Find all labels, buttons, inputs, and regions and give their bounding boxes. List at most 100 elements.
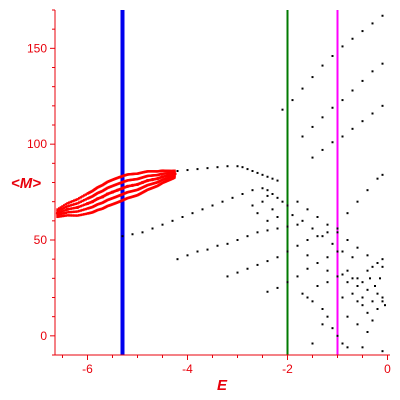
- scatter-point: [361, 304, 364, 307]
- band-point: [57, 213, 61, 216]
- scatter-point: [381, 265, 384, 268]
- band-point: [57, 211, 61, 214]
- scatter-point: [281, 200, 284, 203]
- scatter-point: [356, 323, 359, 326]
- band-point: [61, 214, 64, 218]
- band-point: [71, 210, 74, 214]
- scatter-point: [201, 208, 204, 211]
- scatter-point: [191, 212, 194, 215]
- scatter-point: [316, 262, 319, 264]
- scatter-point: [341, 99, 344, 102]
- scatter-point: [361, 30, 364, 33]
- scatter-point: [336, 275, 339, 278]
- band-point: [173, 172, 177, 176]
- scatter-point: [351, 89, 354, 92]
- scatter-point: [226, 165, 229, 168]
- scatter-point: [171, 219, 174, 222]
- scatter-point: [369, 277, 371, 280]
- band-point: [76, 210, 79, 213]
- band-point: [84, 207, 88, 211]
- scatter-point: [246, 267, 249, 270]
- band-point: [74, 206, 78, 209]
- scatter-point: [311, 300, 314, 303]
- scatter-point: [161, 223, 164, 226]
- scatter-point: [251, 189, 254, 192]
- scatter-point: [376, 177, 379, 180]
- band-point: [81, 208, 84, 212]
- scatter-point: [271, 208, 274, 211]
- scatter-point: [336, 334, 339, 337]
- scatter-point: [346, 212, 349, 215]
- scatter-point: [121, 235, 124, 238]
- scatter-point: [321, 116, 324, 119]
- scatter-point: [206, 167, 209, 170]
- scatter-point: [341, 273, 344, 276]
- band-point: [67, 211, 71, 214]
- scatter-point: [346, 269, 349, 272]
- band-point: [72, 203, 76, 206]
- scatter-point: [286, 225, 289, 228]
- scatter-point: [371, 319, 374, 322]
- scatter-point: [346, 346, 349, 349]
- scatter-point: [351, 277, 354, 280]
- band-point: [81, 199, 84, 203]
- band-point: [77, 205, 81, 208]
- scatter-point: [306, 267, 309, 270]
- scatter-point: [376, 292, 379, 295]
- band-point: [82, 198, 86, 202]
- band-point: [71, 214, 74, 217]
- band-point: [69, 210, 73, 214]
- scatter-point: [266, 260, 269, 263]
- scatter-point: [331, 242, 334, 245]
- band-point: [61, 207, 64, 211]
- band-point: [59, 208, 63, 211]
- scatter-point: [371, 22, 374, 25]
- band-point: [64, 205, 68, 209]
- scatter-point: [366, 269, 369, 272]
- scatter-point: [316, 285, 319, 287]
- band-point: [81, 213, 84, 216]
- scatter-point: [236, 239, 239, 241]
- scatter-point: [336, 231, 339, 234]
- scatter-point: [346, 281, 349, 284]
- band-point: [79, 209, 83, 212]
- x-tick-label: -4: [182, 362, 193, 376]
- band-point: [173, 176, 176, 179]
- band-point: [57, 207, 61, 210]
- x-tick-label: -2: [282, 362, 293, 376]
- band-point: [64, 211, 68, 214]
- y-tick-label: 0: [40, 329, 47, 343]
- band-point: [100, 195, 105, 199]
- scatter-point: [186, 254, 189, 257]
- scatter-point: [316, 216, 319, 218]
- scatter-point: [381, 62, 384, 65]
- band-point: [145, 178, 150, 183]
- band-point: [77, 209, 81, 213]
- scatter-point: [316, 235, 319, 238]
- scatter-point: [366, 311, 369, 314]
- scatter-point: [216, 166, 219, 169]
- scatter-point: [181, 216, 184, 218]
- band-point: [56, 213, 59, 217]
- scatter-point: [261, 173, 264, 176]
- scatter-point: [301, 87, 304, 90]
- band-point: [62, 209, 66, 212]
- band-point: [67, 214, 71, 217]
- scatter-point: [331, 55, 334, 57]
- y-tick-label: 50: [34, 233, 48, 247]
- scatter-point: [251, 170, 254, 172]
- scatter-point: [336, 250, 339, 253]
- scatter-point: [341, 250, 344, 253]
- band-point: [72, 214, 76, 217]
- band-point: [65, 207, 70, 211]
- band-point: [64, 208, 68, 212]
- band-point: [69, 214, 73, 217]
- scatter-point: [186, 169, 189, 172]
- scatter-point: [296, 244, 299, 247]
- band-point: [173, 174, 176, 177]
- band-point: [66, 205, 69, 208]
- band-point: [82, 194, 86, 197]
- scatter-point: [291, 214, 294, 217]
- scatter-point: [176, 170, 179, 172]
